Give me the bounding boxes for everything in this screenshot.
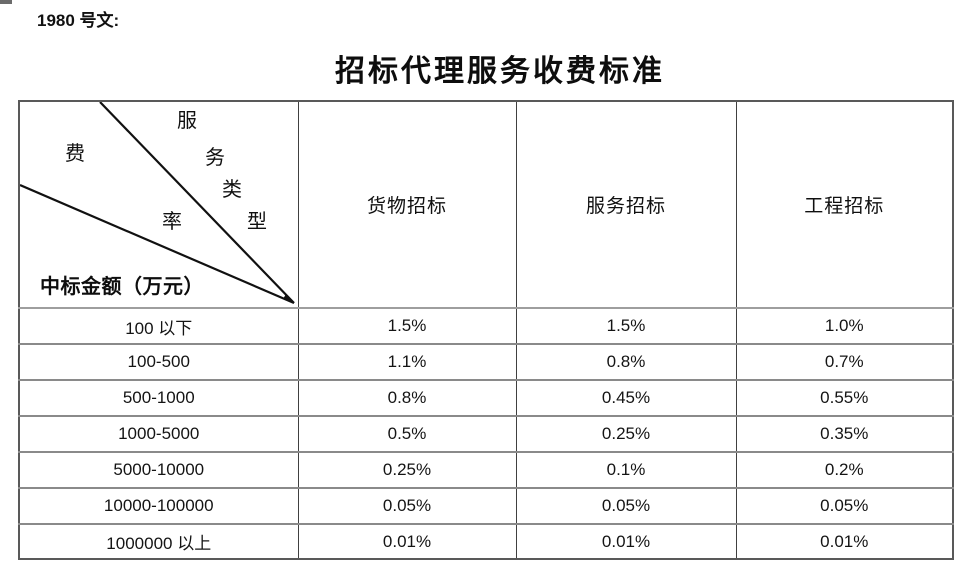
- fee-cell: 1.5%: [515, 307, 736, 344]
- fee-cell: 1.1%: [297, 343, 516, 380]
- corner-char-fee-1: 费: [65, 141, 85, 165]
- fee-cell: 0.01%: [297, 523, 516, 559]
- doc-reference: 1980 号文:: [37, 11, 120, 30]
- page-edge-artifact: [0, 0, 12, 4]
- corner-char-service-3: 类: [222, 177, 242, 201]
- row-label: 100-500: [19, 343, 298, 380]
- table-row: 5000-10000 0.25% 0.1% 0.2%: [19, 451, 953, 488]
- corner-char-fee-2: 率: [162, 209, 182, 233]
- table-header-row: 服 务 类 型 费 率 中标金额（万元） 货物招标 服务招标 工程招标: [19, 101, 953, 308]
- fee-cell: 0.8%: [297, 379, 516, 416]
- fee-cell: 0.7%: [735, 343, 953, 380]
- fee-cell: 0.05%: [735, 487, 953, 524]
- fee-standard-table: 服 务 类 型 费 率 中标金额（万元） 货物招标 服务招标 工程招标 100 …: [18, 100, 954, 560]
- row-label: 5000-10000: [19, 451, 298, 488]
- fee-cell: 0.25%: [297, 451, 516, 488]
- fee-cell: 1.0%: [735, 307, 953, 344]
- corner-header-cell: 服 务 类 型 费 率 中标金额（万元）: [19, 101, 298, 308]
- row-label: 100 以下: [19, 307, 298, 344]
- row-label: 1000-5000: [19, 415, 298, 452]
- fee-cell: 0.25%: [515, 415, 736, 452]
- fee-cell: 0.2%: [735, 451, 953, 488]
- corner-char-service-2: 务: [205, 145, 225, 169]
- row-label: 10000-100000: [19, 487, 298, 524]
- fee-cell: 0.1%: [515, 451, 736, 488]
- col-header-goods: 货物招标: [297, 101, 516, 308]
- table-row: 10000-100000 0.05% 0.05% 0.05%: [19, 487, 953, 524]
- fee-cell: 0.05%: [515, 487, 736, 524]
- fee-cell: 0.01%: [515, 523, 736, 559]
- fee-cell: 0.8%: [515, 343, 736, 380]
- diagonal-divider-lines: [20, 102, 295, 305]
- fee-cell: 0.5%: [297, 415, 516, 452]
- fee-cell: 0.01%: [735, 523, 953, 559]
- corner-char-service-4: 型: [247, 209, 267, 233]
- col-header-service: 服务招标: [515, 101, 736, 308]
- row-label: 1000000 以上: [19, 523, 298, 559]
- fee-cell: 1.5%: [297, 307, 516, 344]
- table-row: 500-1000 0.8% 0.45% 0.55%: [19, 379, 953, 416]
- page-title: 招标代理服务收费标准: [335, 54, 665, 89]
- table-row: 1000-5000 0.5% 0.25% 0.35%: [19, 415, 953, 452]
- table-row: 100-500 1.1% 0.8% 0.7%: [19, 343, 953, 380]
- col-header-engineering: 工程招标: [735, 101, 953, 308]
- table-row: 1000000 以上 0.01% 0.01% 0.01%: [19, 523, 953, 559]
- fee-cell: 0.05%: [297, 487, 516, 524]
- fee-cell: 0.35%: [735, 415, 953, 452]
- fee-cell: 0.45%: [515, 379, 736, 416]
- row-label: 500-1000: [19, 379, 298, 416]
- fee-cell: 0.55%: [735, 379, 953, 416]
- corner-char-service-1: 服: [177, 108, 197, 132]
- row-axis-label: 中标金额（万元）: [40, 274, 204, 298]
- table-row: 100 以下 1.5% 1.5% 1.0%: [19, 307, 953, 344]
